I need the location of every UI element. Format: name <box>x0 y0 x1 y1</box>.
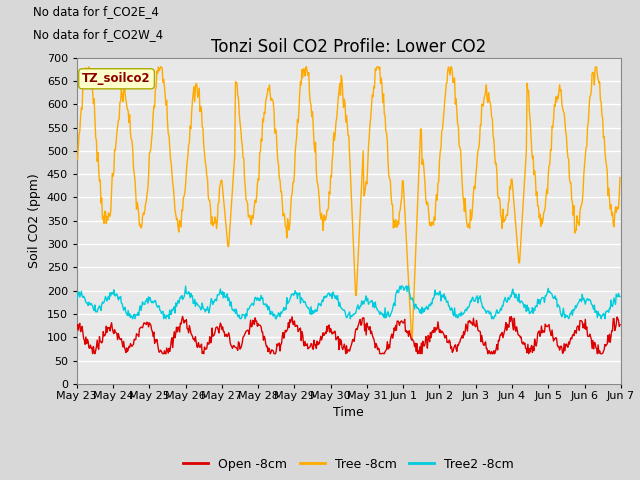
X-axis label: Time: Time <box>333 407 364 420</box>
Y-axis label: Soil CO2 (ppm): Soil CO2 (ppm) <box>28 173 41 268</box>
Text: No data for f_CO2W_4: No data for f_CO2W_4 <box>33 28 163 41</box>
Legend: Open -8cm, Tree -8cm, Tree2 -8cm: Open -8cm, Tree -8cm, Tree2 -8cm <box>179 453 519 476</box>
Text: TZ_soilco2: TZ_soilco2 <box>82 72 151 85</box>
Text: No data for f_CO2E_4: No data for f_CO2E_4 <box>33 5 159 18</box>
Title: Tonzi Soil CO2 Profile: Lower CO2: Tonzi Soil CO2 Profile: Lower CO2 <box>211 38 486 56</box>
